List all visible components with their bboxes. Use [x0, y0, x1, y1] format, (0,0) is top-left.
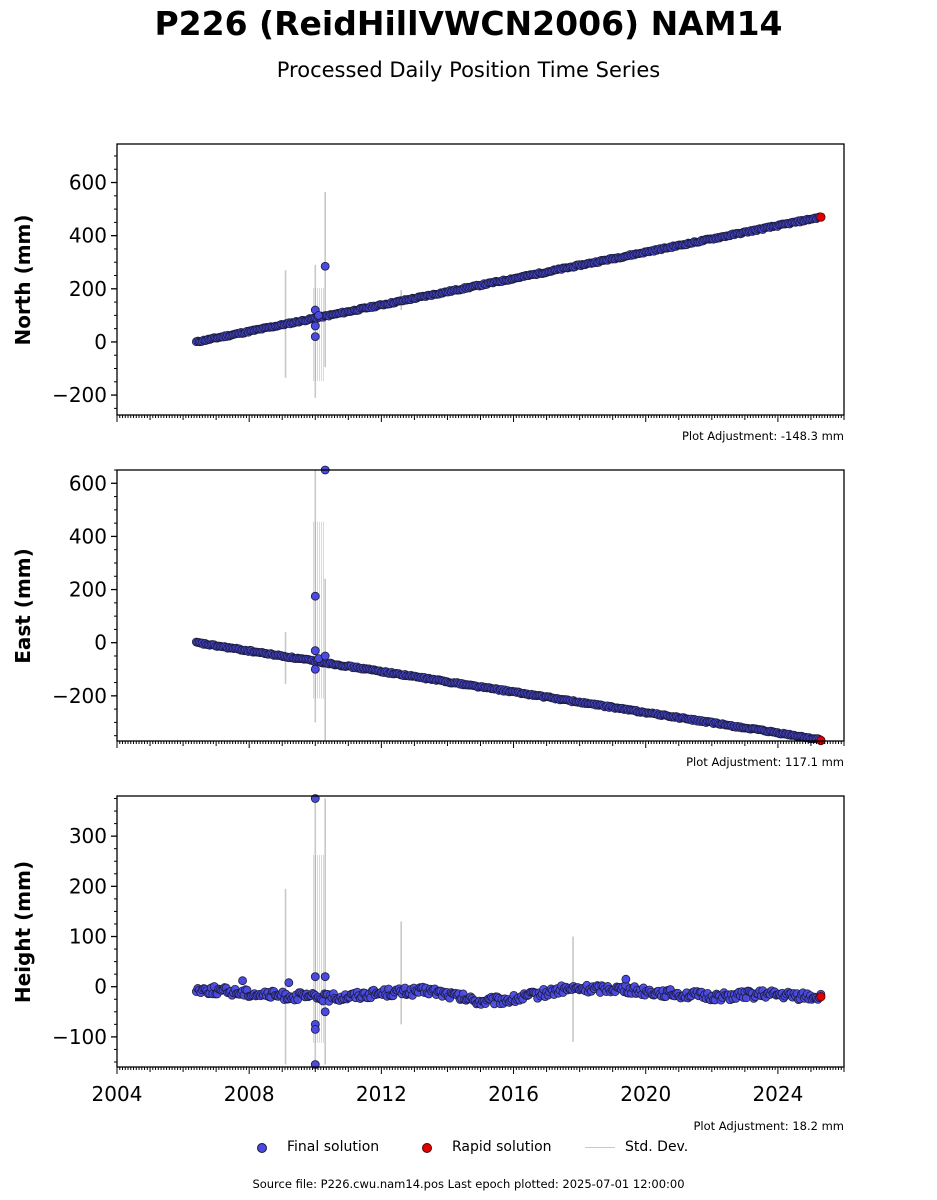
east-outlier-2 — [310, 664, 320, 674]
north-ytick-label-2: 200 — [69, 277, 107, 301]
north-outlier-2 — [310, 332, 320, 342]
east-plot-frame — [116, 469, 845, 742]
north-outlier-4 — [320, 261, 330, 271]
height-axis-label: Height (mm) — [11, 860, 35, 1004]
xtick-label-5: 2024 — [752, 1082, 803, 1106]
height-ytick-label-4: 300 — [69, 824, 107, 848]
xtick-label-2: 2012 — [356, 1082, 407, 1106]
east-ytick-label-0: −200 — [52, 684, 107, 708]
legend-std-label: Std. Dev. — [625, 1139, 689, 1155]
legend-rapid-label: Rapid solution — [452, 1139, 552, 1155]
height-outlier-7 — [320, 972, 330, 982]
height-plot-adjustment: Plot Adjustment: 18.2 mm — [693, 1119, 844, 1133]
north-plot-frame — [116, 143, 845, 416]
xtick-label-4: 2020 — [620, 1082, 671, 1106]
height-outlier-5 — [310, 1024, 320, 1034]
north-outlier-3 — [314, 310, 323, 320]
north-outlier-1 — [310, 321, 320, 331]
height-plot-frame — [116, 795, 845, 1068]
height-outlier-0 — [238, 976, 247, 986]
north-ytick-label-4: 600 — [69, 171, 107, 195]
east-axis-label: East (mm) — [11, 548, 35, 664]
north-rapid-point — [816, 212, 826, 222]
height-ytick-label-1: 0 — [94, 975, 107, 999]
xtick-label-1: 2008 — [224, 1082, 275, 1106]
height-outlier-3 — [310, 972, 320, 982]
legend-rapid-marker — [422, 1143, 432, 1153]
height-ytick-label-0: −100 — [52, 1025, 107, 1049]
source-footer: Source file: P226.cwu.nam14.pos Last epo… — [252, 1177, 685, 1191]
height-ytick-label-2: 100 — [69, 925, 107, 949]
north-ytick-label-1: 0 — [94, 330, 107, 354]
east-ytick-label-4: 600 — [69, 471, 107, 495]
east-outlier-5 — [320, 651, 330, 661]
legend-final-marker — [257, 1143, 267, 1153]
legend-std-line — [585, 1147, 615, 1148]
east-plot-adjustment: Plot Adjustment: 117.1 mm — [686, 755, 844, 769]
chart-title: P226 (ReidHillVWCN2006) NAM14 — [154, 4, 783, 43]
legend-final-label: Final solution — [287, 1139, 380, 1155]
east-outlier-0 — [310, 591, 320, 601]
east-ytick-label-3: 400 — [69, 524, 107, 548]
xtick-label-3: 2016 — [488, 1082, 539, 1106]
height-outlier-8 — [320, 1007, 330, 1017]
east-ytick-label-1: 0 — [94, 631, 107, 655]
height-rapid-point — [816, 992, 826, 1002]
north-ytick-label-0: −200 — [52, 383, 107, 407]
chart-subtitle: Processed Daily Position Time Series — [276, 58, 661, 82]
height-ytick-label-3: 200 — [69, 874, 107, 898]
north-ytick-label-3: 400 — [69, 224, 107, 248]
east-outlier-1 — [310, 646, 320, 656]
xtick-label-0: 2004 — [92, 1082, 143, 1106]
height-outlier-9 — [621, 974, 631, 984]
north-plot-adjustment: Plot Adjustment: -148.3 mm — [681, 429, 844, 443]
height-outlier-1 — [284, 978, 294, 988]
north-axis-label: North (mm) — [11, 214, 35, 346]
east-ytick-label-2: 200 — [69, 578, 107, 602]
